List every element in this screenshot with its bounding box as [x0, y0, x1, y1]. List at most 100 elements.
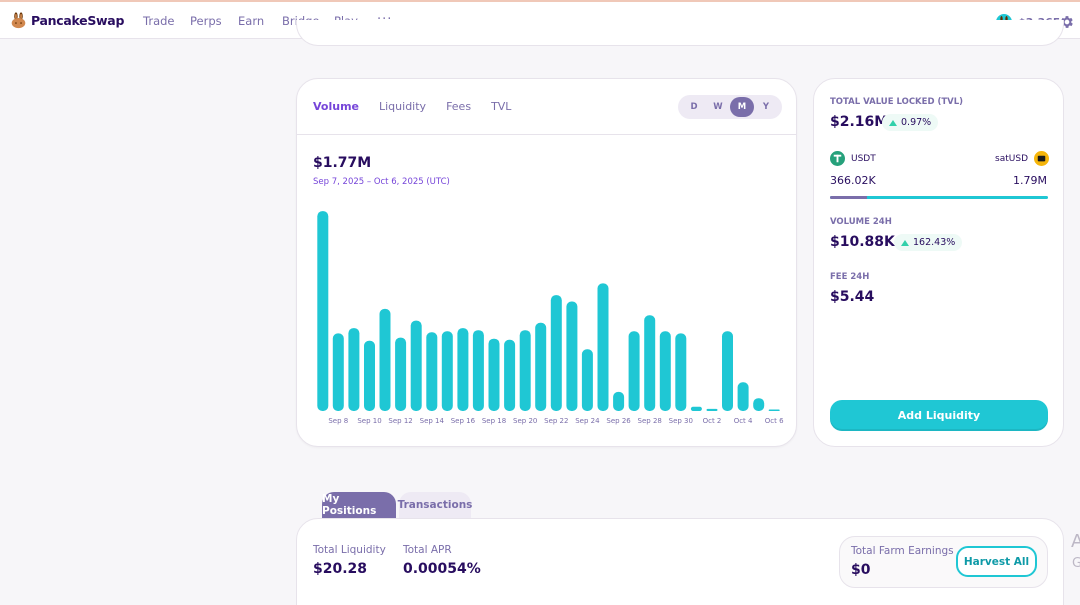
- bar-sep-13[interactable]: [410, 320, 422, 411]
- x-tick-label: Sep 12: [388, 417, 412, 425]
- fee-24h-value: $5.44: [830, 289, 875, 305]
- farm-earnings-value: $0: [851, 562, 871, 578]
- bar-oct-2[interactable]: [706, 408, 718, 411]
- bar-sep-11[interactable]: [379, 308, 391, 411]
- bar-sep-15[interactable]: [441, 331, 453, 411]
- bar-sep-28[interactable]: [644, 315, 656, 411]
- range-year-button[interactable]: Y: [762, 102, 770, 112]
- tvl-label: TOTAL VALUE LOCKED (TVL): [830, 97, 964, 107]
- bar-sep-9[interactable]: [348, 328, 360, 411]
- x-tick-label: Sep 26: [606, 417, 631, 425]
- pool-stats-card: TOTAL VALUE LOCKED (TVL) $2.16M 0.97% US…: [813, 78, 1064, 447]
- gear-icon[interactable]: [1059, 14, 1075, 30]
- range-week-button[interactable]: W: [713, 102, 723, 112]
- x-tick-label: Sep 28: [638, 417, 662, 425]
- total-apr-label: Total APR: [403, 544, 452, 556]
- brand-logo[interactable]: PancakeSwap: [10, 12, 124, 29]
- bar-sep-24[interactable]: [581, 349, 593, 411]
- token1-amount: 1.79M: [1013, 174, 1047, 187]
- token0: USDT: [830, 151, 876, 166]
- token-ratio-bar: [830, 196, 1048, 199]
- tvl-value: $2.16M: [830, 114, 889, 130]
- volume-change-badge: 162.43%: [894, 234, 963, 251]
- time-range-selector: D W M Y: [678, 95, 782, 119]
- up-arrow-icon: [889, 119, 897, 126]
- bar-sep-25[interactable]: [597, 283, 609, 411]
- brand-name: PancakeSwap: [31, 13, 125, 28]
- x-tick-label: Oct 2: [703, 417, 722, 425]
- tvl-change-badge: 0.97%: [882, 114, 939, 131]
- bar-sep-20[interactable]: [519, 330, 531, 411]
- total-apr-value: 0.00054%: [403, 561, 481, 577]
- x-tick-label: Sep 22: [544, 417, 568, 425]
- bar-sep-17[interactable]: [472, 330, 484, 411]
- farm-earnings-box: Total Farm Earnings $0 Harvest All: [839, 536, 1048, 588]
- x-tick-label: Sep 30: [669, 417, 693, 425]
- bar-sep-21[interactable]: [535, 322, 547, 411]
- x-tick-label: Sep 20: [513, 417, 537, 425]
- tab-my-positions[interactable]: My Positions: [322, 492, 396, 518]
- x-tick-label: Sep 18: [482, 417, 506, 425]
- chart-total-value: $1.77M: [313, 155, 372, 171]
- range-day-button[interactable]: D: [690, 102, 698, 112]
- harvest-all-button[interactable]: Harvest All: [956, 546, 1037, 577]
- satusd-icon: [1034, 151, 1049, 166]
- range-month-button[interactable]: M: [730, 97, 754, 117]
- bar-oct-6[interactable]: [768, 409, 780, 412]
- nav-trade[interactable]: Trade: [143, 14, 175, 28]
- total-liquidity-value: $20.28: [313, 561, 368, 577]
- bar-sep-30[interactable]: [675, 333, 687, 411]
- volume-bar-chart[interactable]: Sep 8 Sep 10 Sep 12 Sep 14 Sep 16 Sep 18 Sep 2…: [297, 79, 798, 448]
- token0-amount: 366.02K: [830, 174, 876, 187]
- bar-oct-4[interactable]: [737, 382, 749, 411]
- positions-card: Total Liquidity $20.28 Total APR 0.00054…: [296, 518, 1064, 605]
- bunny-icon: [11, 12, 26, 29]
- nav-perps[interactable]: Perps: [190, 14, 222, 28]
- token1-symbol: satUSD: [995, 153, 1028, 164]
- bar-sep-18[interactable]: [488, 338, 500, 411]
- clipped-text: G: [1072, 556, 1080, 571]
- previous-card-edge: [296, 20, 1064, 46]
- x-tick-label: Sep 24: [575, 417, 600, 425]
- x-tick-label: Sep 10: [357, 417, 381, 425]
- total-liquidity-label: Total Liquidity: [313, 544, 386, 556]
- bar-sep-16[interactable]: [457, 328, 469, 411]
- up-arrow-icon: [901, 239, 909, 246]
- x-tick-label: Sep 16: [451, 417, 476, 425]
- bar-sep-7[interactable]: [317, 211, 329, 411]
- divider: [297, 134, 796, 135]
- volume-24h-label: VOLUME 24H: [830, 217, 892, 227]
- tab-transactions[interactable]: Transactions: [398, 492, 472, 518]
- bar-sep-14[interactable]: [426, 332, 438, 411]
- token1: satUSD: [995, 151, 1049, 166]
- usdt-icon: [830, 151, 845, 166]
- token0-symbol: USDT: [851, 153, 876, 164]
- bar-sep-23[interactable]: [566, 301, 578, 412]
- bar-sep-12[interactable]: [395, 337, 407, 411]
- x-tick-label: Oct 4: [734, 417, 753, 425]
- bar-sep-8[interactable]: [332, 333, 344, 411]
- bar-oct-3[interactable]: [722, 331, 733, 411]
- tab-fees[interactable]: Fees: [446, 100, 472, 113]
- add-liquidity-button[interactable]: Add Liquidity: [830, 400, 1048, 431]
- token-row: USDT satUSD: [830, 151, 1049, 167]
- bar-sep-26[interactable]: [613, 391, 625, 411]
- tab-volume[interactable]: Volume: [313, 100, 359, 113]
- bar-sep-29[interactable]: [659, 331, 671, 411]
- chart-date-range: Sep 7, 2025 – Oct 6, 2025 (UTC): [313, 177, 450, 187]
- bar-sep-27[interactable]: [628, 331, 640, 411]
- bar-sep-22[interactable]: [550, 295, 562, 411]
- tvl-change-value: 0.97%: [901, 117, 932, 128]
- bar-oct-5[interactable]: [753, 398, 765, 411]
- farm-earnings-label: Total Farm Earnings: [851, 545, 954, 557]
- bar-sep-19[interactable]: [504, 339, 516, 411]
- fee-24h-label: FEE 24H: [830, 272, 870, 282]
- x-tick-label: Sep 8: [328, 417, 348, 425]
- nav-earn[interactable]: Earn: [238, 14, 265, 28]
- bar-sep-10[interactable]: [364, 340, 375, 411]
- bar-oct-1[interactable]: [690, 406, 702, 411]
- chart-tabs: Volume Liquidity Fees TVL: [313, 100, 511, 113]
- x-tick-label: Oct 6: [765, 417, 784, 425]
- tab-liquidity[interactable]: Liquidity: [379, 100, 427, 113]
- tab-tvl[interactable]: TVL: [491, 100, 512, 113]
